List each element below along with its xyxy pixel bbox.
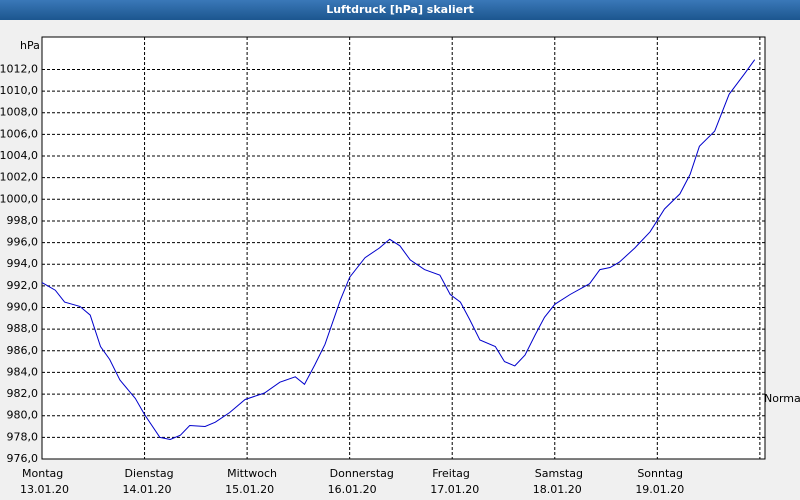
y-tick-label: 982,0 [7, 387, 39, 400]
y-tick-label: 994,0 [7, 257, 39, 270]
x-tick-date: 14.01.20 [123, 483, 172, 496]
y-tick-label: 986,0 [7, 344, 39, 357]
x-tick-label: Dienstag [125, 467, 174, 480]
x-tick-label: Donnerstag [330, 467, 394, 480]
y-tick-label: 980,0 [7, 409, 39, 422]
x-tick-label: Mittwoch [227, 467, 277, 480]
y-tick-label: 1008,0 [0, 106, 38, 119]
y-tick-label: 996,0 [7, 236, 39, 249]
title-bar [0, 0, 800, 20]
y-tick-label: 990,0 [7, 301, 39, 314]
x-tick-label: Montag [22, 467, 63, 480]
plot-border [41, 36, 766, 460]
y-tick-label: 1002,0 [0, 171, 38, 184]
line [41, 59, 756, 441]
y-tick-label: 988,0 [7, 322, 39, 335]
y-tick-label: 1010,0 [0, 84, 38, 97]
y-tick-label: 1012,0 [0, 62, 38, 75]
x-tick-date: 15.01.20 [225, 483, 274, 496]
x-tick-label: Samstag [535, 467, 583, 480]
y-tick-label: 984,0 [7, 365, 39, 378]
x-tick-date: 17.01.20 [430, 483, 479, 496]
y-tick-label: 978,0 [7, 430, 39, 443]
x-tick-label: Sonntag [637, 467, 683, 480]
y-tick-label: 1004,0 [0, 149, 38, 162]
y-tick-label: 998,0 [7, 214, 39, 227]
y-tick-label: 976,0 [7, 452, 39, 465]
x-tick-label: Freitag [432, 467, 470, 480]
y-tick-label: 992,0 [7, 279, 39, 292]
y-tick-label: 1000,0 [0, 192, 38, 205]
x-tick-date: 18.01.20 [533, 483, 582, 496]
x-tick-date: 19.01.20 [635, 483, 684, 496]
y-axis-label: hPa [20, 39, 40, 52]
plot-area [42, 37, 765, 459]
x-tick-date: 13.01.20 [20, 483, 69, 496]
y-tick-label: 1006,0 [0, 127, 38, 140]
annotation: Normal [764, 392, 800, 405]
x-tick-date: 16.01.20 [328, 483, 377, 496]
chart-title: Luftdruck [hPa] skaliert [326, 3, 474, 16]
